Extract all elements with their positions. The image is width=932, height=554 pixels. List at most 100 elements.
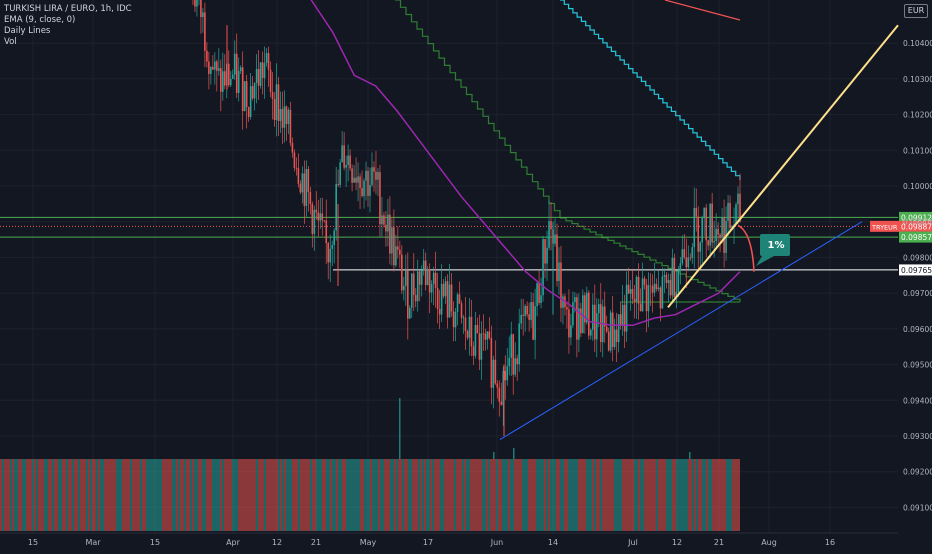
symbol-badge-label: TRYEUR bbox=[871, 223, 898, 231]
annotation: 1% bbox=[756, 234, 790, 266]
candle-body bbox=[255, 69, 258, 83]
candle-body bbox=[689, 257, 692, 259]
candle-body bbox=[659, 287, 662, 309]
price-badge-label: 0.09857 bbox=[901, 233, 932, 242]
volume-bar bbox=[654, 459, 656, 531]
candle-body bbox=[229, 78, 232, 86]
volume-bar bbox=[234, 459, 236, 531]
volume-bar bbox=[28, 459, 30, 531]
volume-bar bbox=[594, 459, 596, 531]
volume-bar bbox=[538, 459, 540, 531]
volume-bar bbox=[512, 459, 514, 531]
volume-bar bbox=[328, 459, 330, 531]
volume-bar bbox=[240, 459, 242, 531]
currency-button[interactable]: EUR bbox=[904, 4, 928, 18]
candle-body bbox=[665, 274, 668, 283]
candle-body bbox=[200, 0, 202, 18]
candle-body bbox=[243, 81, 246, 112]
candle-body bbox=[385, 224, 387, 232]
candles bbox=[192, 0, 741, 436]
candle-body bbox=[494, 359, 497, 384]
candle-body bbox=[452, 311, 455, 328]
candle-body bbox=[223, 71, 226, 86]
volume-bar bbox=[50, 459, 52, 531]
volume-bar bbox=[722, 459, 724, 531]
candle-body bbox=[637, 276, 640, 304]
volume-bar bbox=[10, 459, 12, 531]
volume-bar bbox=[564, 459, 566, 531]
candle-body bbox=[683, 249, 686, 258]
candle-body bbox=[355, 177, 357, 183]
candle-body bbox=[303, 173, 306, 206]
volume-bar bbox=[260, 459, 262, 531]
candle-body bbox=[647, 285, 650, 312]
volume-bar bbox=[374, 459, 376, 531]
volume-bar bbox=[98, 459, 100, 531]
candle-body bbox=[414, 294, 417, 302]
volume-bar bbox=[510, 459, 512, 531]
candle-body bbox=[645, 284, 648, 312]
candle-body bbox=[679, 263, 682, 271]
volume-bar bbox=[242, 459, 244, 531]
time-tick-label: 12 bbox=[672, 538, 682, 547]
volume-bar bbox=[582, 459, 584, 531]
volume-bar bbox=[390, 459, 392, 531]
time-tick-label: Jul bbox=[627, 538, 638, 547]
volume-bar bbox=[206, 459, 208, 531]
candle-body bbox=[353, 177, 355, 183]
volume-bar bbox=[648, 459, 650, 531]
volume-bar bbox=[170, 459, 172, 531]
volume-bar bbox=[706, 459, 708, 531]
volume-bar bbox=[132, 459, 134, 531]
volume-bar bbox=[294, 459, 296, 531]
candle-body bbox=[196, 0, 198, 7]
volume-bar bbox=[130, 459, 132, 531]
volume-spike bbox=[493, 452, 495, 459]
volume-bar bbox=[496, 459, 498, 531]
candle-body bbox=[609, 312, 612, 351]
volume-bar bbox=[32, 459, 34, 531]
candle-body bbox=[524, 306, 526, 316]
volume-bar bbox=[604, 459, 606, 531]
candle-body bbox=[502, 370, 505, 405]
volume-bar bbox=[568, 459, 570, 531]
volume-bar bbox=[578, 459, 580, 531]
candle-body bbox=[295, 167, 298, 169]
candle-body bbox=[263, 63, 266, 78]
volume-bar bbox=[8, 459, 10, 531]
support-trendline bbox=[499, 221, 863, 440]
volume-bar bbox=[368, 459, 370, 531]
candle-body bbox=[582, 295, 584, 334]
candle-body bbox=[639, 303, 642, 312]
volume-bar bbox=[238, 459, 240, 531]
volume-bar bbox=[698, 459, 700, 531]
candle-body bbox=[287, 109, 290, 125]
candle-body bbox=[221, 71, 224, 92]
candle-body bbox=[625, 284, 628, 332]
candle-body bbox=[401, 254, 403, 291]
volume-bar bbox=[16, 459, 18, 531]
volume-bar bbox=[120, 459, 122, 531]
volume-bar bbox=[360, 459, 362, 531]
candle-body bbox=[536, 283, 538, 307]
candle-body bbox=[715, 228, 717, 242]
candle-body bbox=[588, 292, 590, 336]
volume-bar bbox=[398, 459, 400, 531]
volume-bar bbox=[376, 459, 378, 531]
candle-body bbox=[377, 172, 379, 180]
volume-bar bbox=[400, 459, 402, 531]
volume-bar bbox=[290, 459, 292, 531]
candle-body bbox=[220, 68, 222, 92]
volume-bar bbox=[236, 459, 238, 531]
volume-bar bbox=[734, 459, 736, 531]
volume-bar bbox=[708, 459, 710, 531]
candle-body bbox=[267, 53, 270, 70]
volume-bar bbox=[306, 459, 308, 531]
price-tick-label: 0.09300 bbox=[903, 432, 932, 441]
price-tick-label: 0.09900 bbox=[903, 218, 932, 227]
time-tick-label: 21 bbox=[714, 538, 724, 547]
volume-bar bbox=[516, 459, 518, 531]
candle-body bbox=[420, 270, 423, 285]
